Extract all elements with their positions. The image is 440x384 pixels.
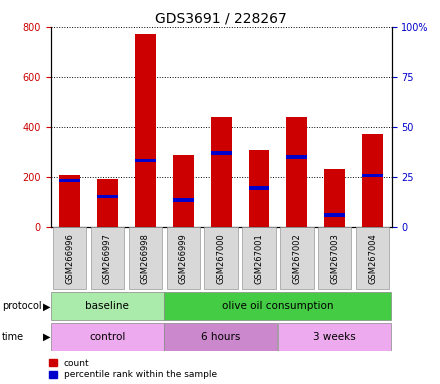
Bar — [280, 227, 314, 289]
Bar — [91, 227, 124, 289]
Text: olive oil consumption: olive oil consumption — [222, 301, 334, 311]
Text: GSM267004: GSM267004 — [368, 233, 377, 284]
Text: GSM266999: GSM266999 — [179, 233, 188, 284]
Bar — [318, 227, 352, 289]
Bar — [51, 323, 164, 351]
Bar — [53, 227, 86, 289]
Bar — [59, 175, 80, 227]
Bar — [97, 179, 118, 227]
Bar — [135, 159, 156, 162]
Bar — [249, 186, 269, 190]
Bar — [286, 117, 307, 227]
Text: 6 hours: 6 hours — [202, 332, 241, 342]
Bar — [128, 227, 162, 289]
Title: GDS3691 / 228267: GDS3691 / 228267 — [155, 12, 287, 26]
Bar — [97, 195, 118, 199]
Text: ▶: ▶ — [43, 332, 50, 342]
Text: 3 weeks: 3 weeks — [313, 332, 356, 342]
Bar — [135, 35, 156, 227]
Bar — [278, 323, 391, 351]
Text: ▶: ▶ — [43, 301, 50, 311]
Bar — [249, 151, 269, 227]
Bar — [166, 227, 200, 289]
Text: GSM267002: GSM267002 — [292, 233, 301, 284]
Text: GSM266996: GSM266996 — [65, 233, 74, 284]
Text: baseline: baseline — [85, 301, 129, 311]
Bar — [51, 293, 164, 320]
Text: time: time — [2, 332, 24, 342]
Bar — [164, 293, 391, 320]
Bar — [211, 117, 231, 227]
Bar — [356, 227, 389, 289]
Text: GSM267003: GSM267003 — [330, 233, 339, 284]
Legend: count, percentile rank within the sample: count, percentile rank within the sample — [48, 359, 217, 379]
Bar — [324, 214, 345, 217]
Bar — [324, 169, 345, 227]
Bar — [362, 134, 383, 227]
Bar — [362, 174, 383, 177]
Bar — [59, 179, 80, 182]
Bar — [205, 227, 238, 289]
Text: control: control — [89, 332, 126, 342]
Text: GSM266997: GSM266997 — [103, 233, 112, 284]
Bar — [242, 227, 275, 289]
Bar — [164, 323, 277, 351]
Text: GSM266998: GSM266998 — [141, 233, 150, 284]
Text: protocol: protocol — [2, 301, 42, 311]
Text: GSM267001: GSM267001 — [254, 233, 264, 284]
Text: GSM267000: GSM267000 — [216, 233, 226, 284]
Bar — [286, 155, 307, 159]
Bar — [173, 199, 194, 202]
Bar — [173, 156, 194, 227]
Bar — [211, 151, 231, 155]
